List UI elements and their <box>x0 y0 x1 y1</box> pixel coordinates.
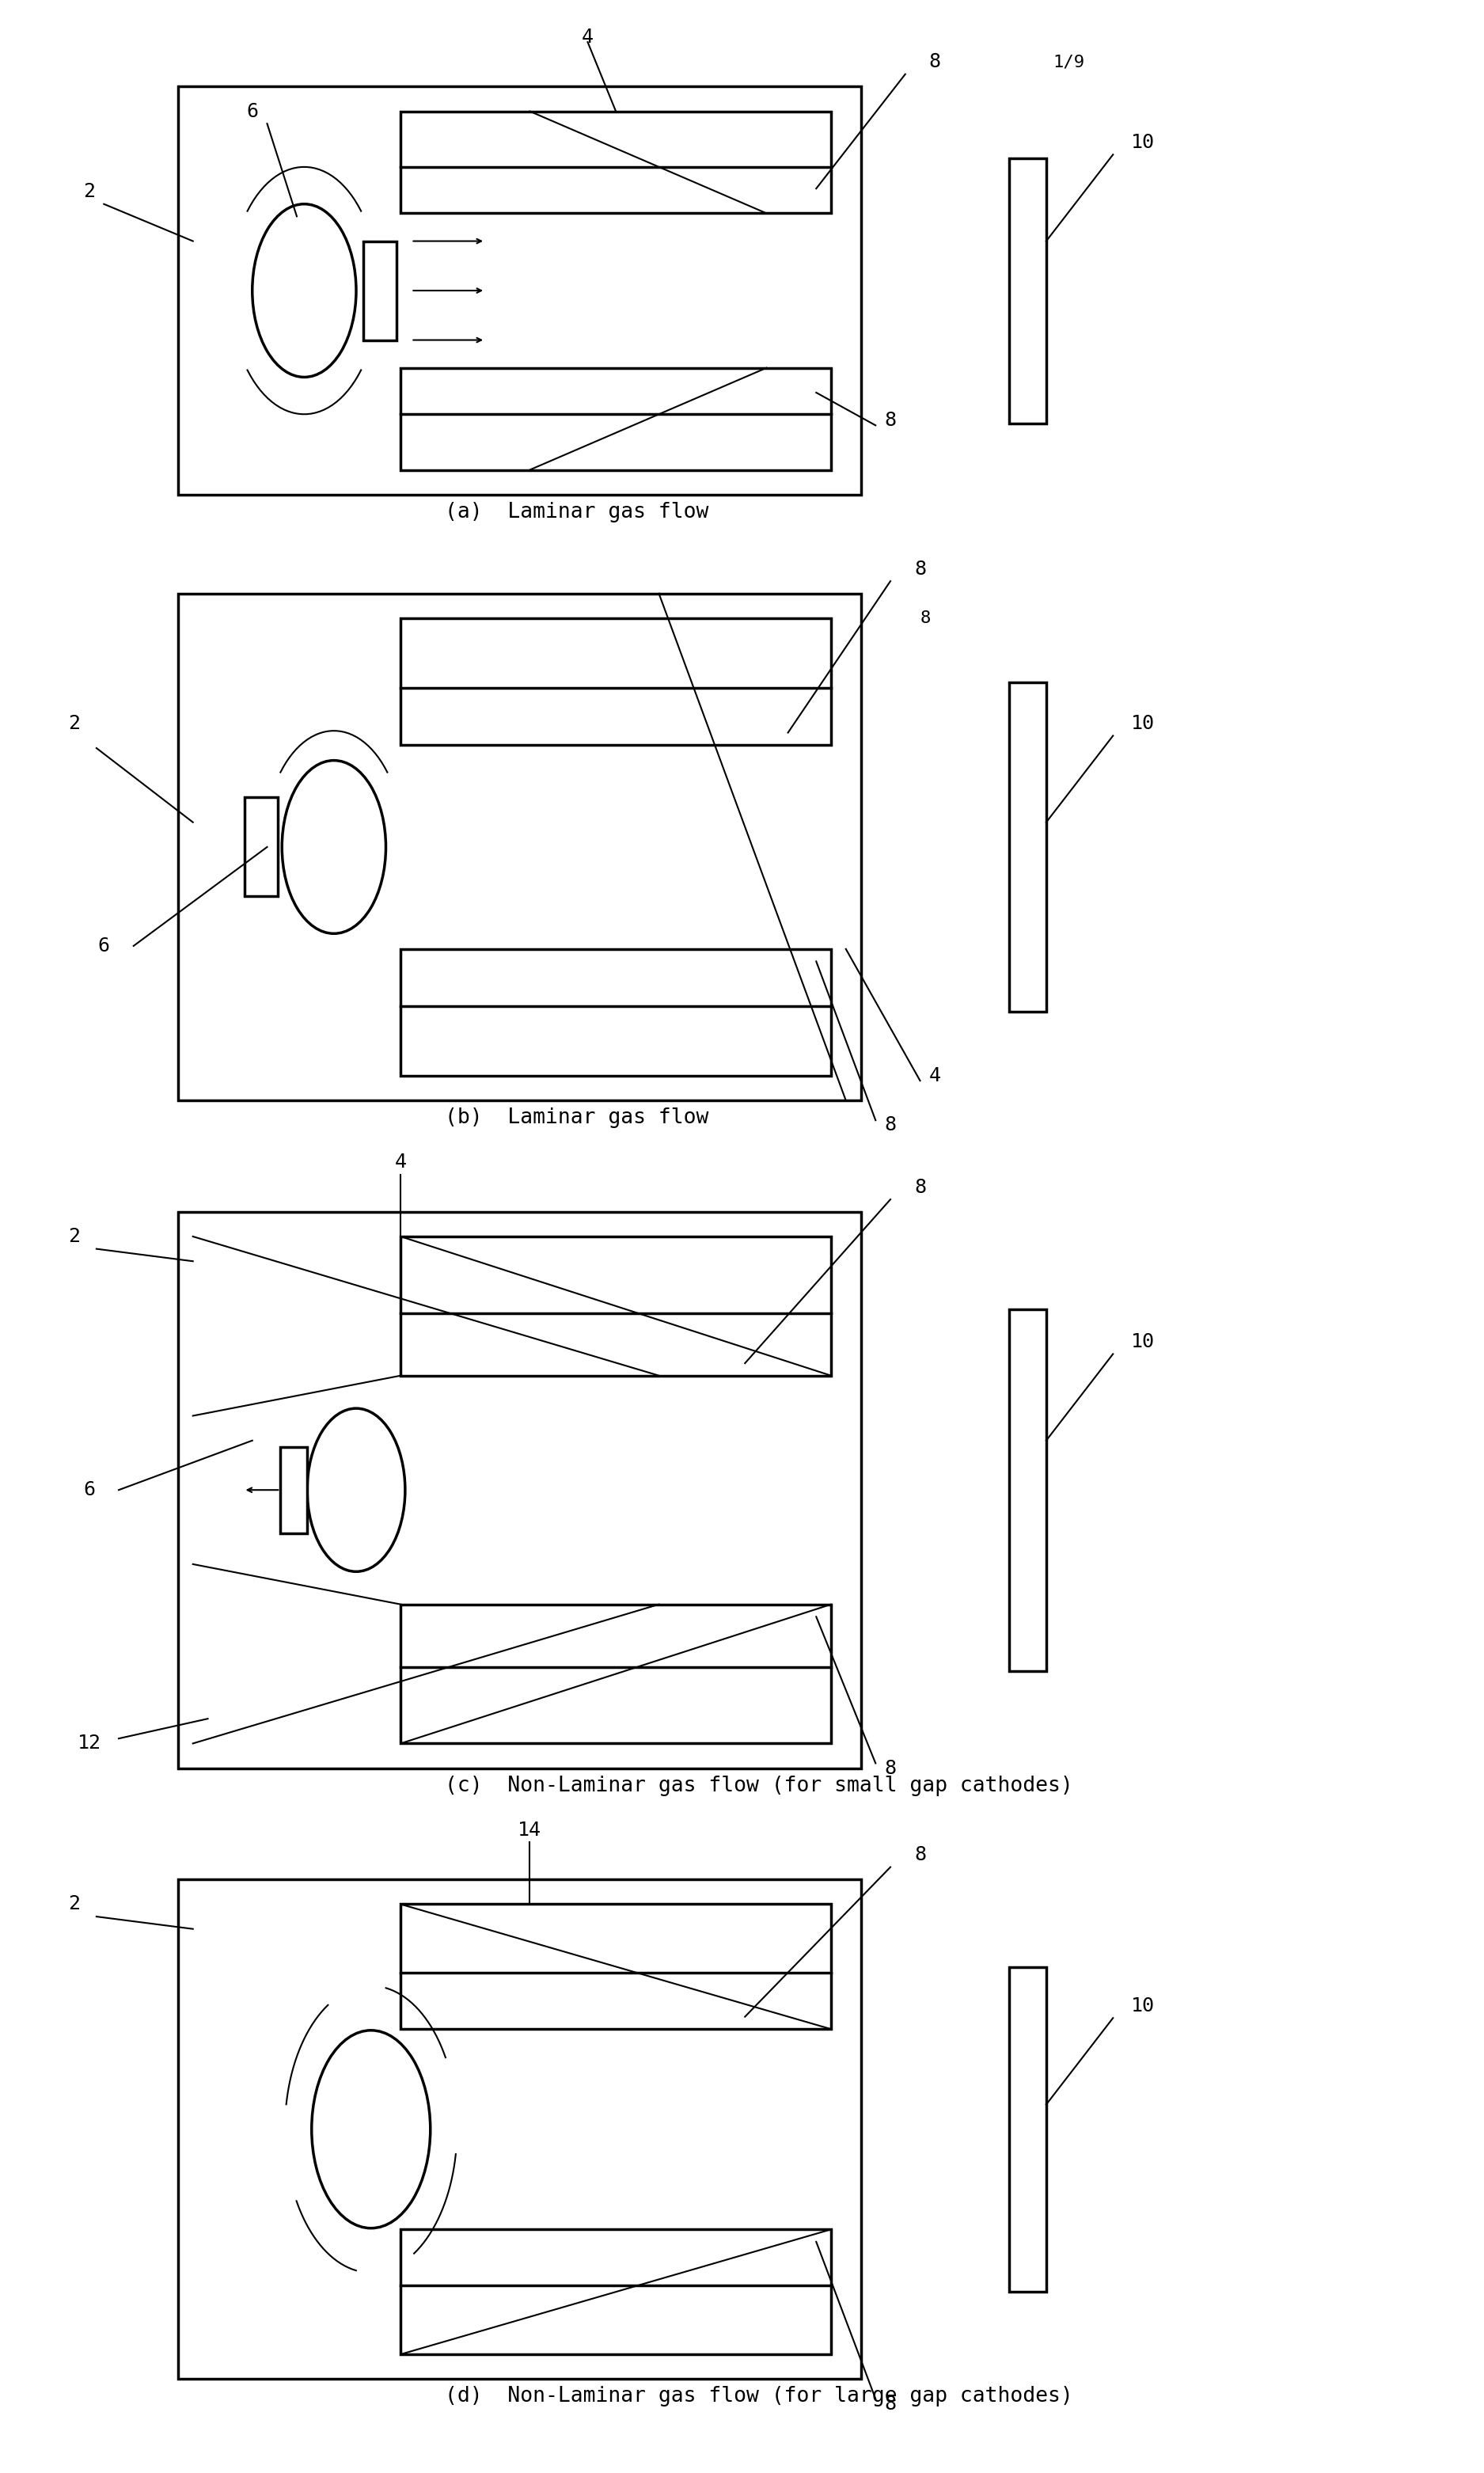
Text: 10: 10 <box>1131 1996 1155 2015</box>
Text: 4: 4 <box>395 1152 407 1172</box>
Text: 8: 8 <box>884 1115 896 1135</box>
Text: 14: 14 <box>518 1820 542 1840</box>
Text: 6: 6 <box>98 937 110 955</box>
Text: 10: 10 <box>1131 1333 1155 1350</box>
Text: 6: 6 <box>246 101 258 121</box>
Bar <box>401 368 831 470</box>
Text: 2: 2 <box>68 1227 80 1246</box>
Text: 8: 8 <box>914 1845 926 1865</box>
Text: 6: 6 <box>83 1481 95 1499</box>
Bar <box>401 618 831 744</box>
Bar <box>178 1879 861 2379</box>
Text: 8: 8 <box>929 52 941 72</box>
Bar <box>178 87 861 495</box>
Text: 1/9: 1/9 <box>1052 54 1085 69</box>
Text: 2: 2 <box>68 1894 80 1914</box>
Bar <box>401 1605 831 1743</box>
Bar <box>401 1236 831 1375</box>
Text: 4: 4 <box>582 27 594 47</box>
Text: 12: 12 <box>77 1734 101 1753</box>
Text: 8: 8 <box>884 2394 896 2414</box>
Text: 10: 10 <box>1131 715 1155 732</box>
Text: (c)  Non-Laminar gas flow (for small gap cathodes): (c) Non-Laminar gas flow (for small gap … <box>445 1776 1073 1795</box>
Text: 8: 8 <box>884 411 896 430</box>
Text: 8: 8 <box>914 1177 926 1197</box>
Bar <box>1009 683 1046 1011</box>
Bar <box>401 111 831 213</box>
Bar <box>178 594 861 1100</box>
Text: 4: 4 <box>929 1066 941 1086</box>
Bar <box>1009 1308 1046 1672</box>
Text: (b)  Laminar gas flow: (b) Laminar gas flow <box>445 1108 709 1128</box>
Text: 8: 8 <box>920 611 930 626</box>
Bar <box>1009 1966 1046 2292</box>
Bar <box>364 240 396 339</box>
Bar <box>280 1447 307 1533</box>
Bar <box>401 2231 831 2354</box>
Text: 2: 2 <box>68 715 80 732</box>
Bar <box>401 1904 831 2028</box>
Text: 10: 10 <box>1131 134 1155 151</box>
Text: 8: 8 <box>914 559 926 579</box>
Bar <box>245 796 278 898</box>
Bar <box>1009 158 1046 423</box>
Text: (d)  Non-Laminar gas flow (for large gap cathodes): (d) Non-Laminar gas flow (for large gap … <box>445 2386 1073 2406</box>
Text: 2: 2 <box>83 183 95 200</box>
Text: (a)  Laminar gas flow: (a) Laminar gas flow <box>445 502 709 522</box>
Bar <box>178 1212 861 1768</box>
Bar <box>401 950 831 1076</box>
Text: 8: 8 <box>884 1758 896 1778</box>
